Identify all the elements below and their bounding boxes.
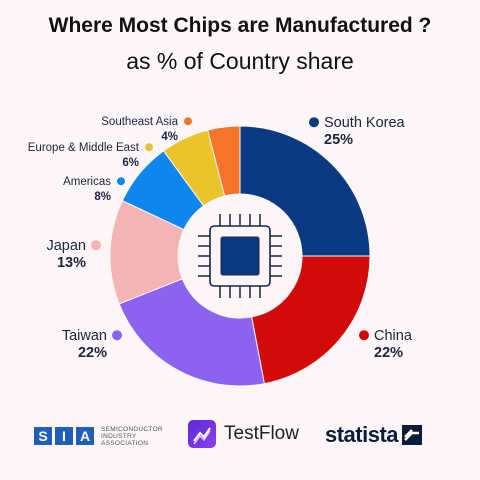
legend-dot (359, 330, 369, 341)
sia-subtext: SEMICONDUCTOR INDUSTRY ASSOCIATION (101, 426, 163, 447)
legend-dot (112, 330, 122, 341)
testflow-logo: TestFlow (188, 420, 299, 448)
slice-label: Southeast Asia (101, 116, 178, 128)
testflow-text: TestFlow (224, 423, 299, 444)
footer-logos: S I A SEMICONDUCTOR INDUSTRY ASSOCIATION… (0, 416, 480, 456)
sia-line1: SEMICONDUCTOR (101, 425, 163, 433)
slice-label: Americas (63, 176, 111, 188)
testflow-icon (188, 420, 216, 448)
legend-dot (117, 177, 125, 186)
sia-letter-a: A (76, 427, 94, 445)
chart-subtitle: as % of Country share (126, 48, 354, 74)
legend-dot (184, 117, 192, 126)
legend-dot (91, 240, 101, 251)
slice-value-label: 22% (374, 345, 403, 361)
sia-line3: ASSOCIATION (101, 439, 149, 447)
sia-letter-s: S (34, 427, 52, 445)
slice-label: Taiwan (62, 328, 107, 344)
slice-value-label: 6% (122, 157, 139, 169)
slice-label: China (374, 328, 413, 344)
statista-logo: statista (325, 422, 423, 448)
slice-southeast-asia (207, 125, 241, 197)
slice-label: South Korea (324, 115, 406, 131)
chart-title: Where Most Chips are Manufactured ? (48, 14, 432, 37)
sia-letter-i: I (55, 427, 73, 445)
sia-logo: S I A SEMICONDUCTOR INDUSTRY ASSOCIATION (34, 425, 163, 447)
legend-dot (309, 117, 319, 128)
statista-text: statista (325, 422, 399, 447)
slice-south-korea (239, 125, 371, 257)
slice-value-label: 13% (57, 255, 86, 271)
sia-line2: INDUSTRY (101, 432, 137, 440)
chip-core (220, 236, 260, 276)
slice-label: Europe & Middle East (28, 142, 140, 154)
slice-value-label: 22% (78, 345, 107, 361)
slice-label: Japan (46, 238, 86, 254)
slice-value-label: 8% (94, 191, 111, 203)
slice-value-label: 4% (161, 131, 178, 143)
legend-dot (145, 143, 153, 152)
statista-icon (402, 425, 423, 445)
chip-icon (179, 195, 301, 317)
slice-china (251, 255, 371, 385)
slice-value-label: 25% (324, 132, 353, 148)
slice-taiwan (118, 278, 265, 387)
